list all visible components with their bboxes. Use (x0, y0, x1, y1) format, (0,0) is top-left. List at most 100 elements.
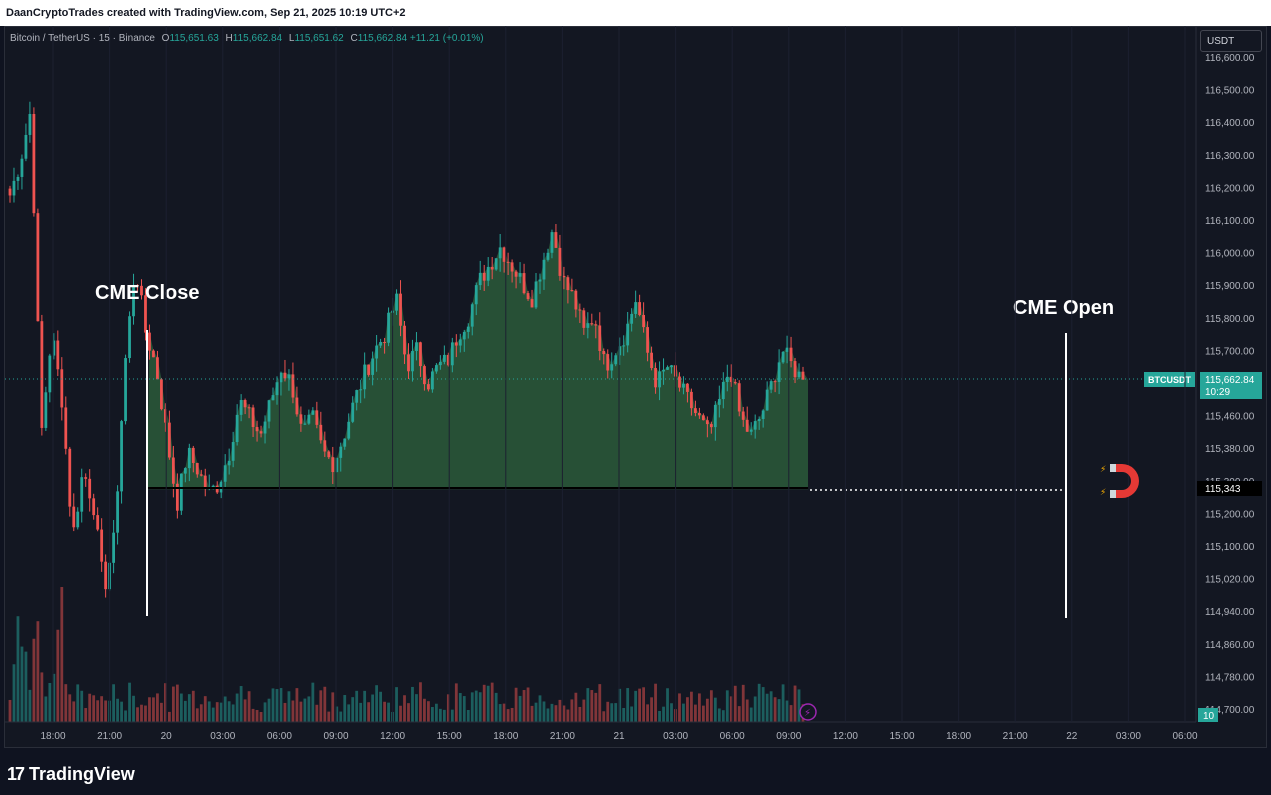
candle-body (586, 323, 590, 328)
volume-bar (542, 701, 546, 722)
candle-body (80, 477, 84, 512)
candle-body (116, 491, 119, 533)
price-tick-label: 116,500.00 (1205, 86, 1255, 97)
lightning-icon[interactable]: ⚡ (799, 703, 817, 721)
candle-body (765, 389, 769, 411)
candle-body (602, 350, 606, 355)
time-tick-label: 18:00 (946, 731, 971, 742)
candle-body (315, 410, 319, 425)
candle-body (211, 485, 215, 488)
volume-bar (112, 684, 115, 722)
svg-text:⚡: ⚡ (1100, 488, 1106, 498)
volume-bar (558, 699, 562, 722)
volume-bar (28, 689, 32, 722)
volume-bar (733, 685, 737, 722)
symbol-price-tag: BTCUSDT 115,662.84 10:29 (1144, 372, 1262, 399)
candle-body (534, 281, 538, 308)
candle-body (662, 369, 665, 372)
volume-bar (76, 684, 80, 722)
volume-bar (375, 685, 379, 722)
volume-bar (160, 702, 163, 722)
candle-body (530, 299, 534, 308)
volume-bar (207, 701, 211, 722)
volume-bar (694, 704, 697, 722)
volume-bar (40, 672, 44, 722)
volume-bar (614, 703, 618, 722)
volume-bar (164, 683, 167, 722)
candle-body (148, 332, 151, 351)
last-price-text: 115,662.84 (1205, 375, 1255, 386)
tradingview-mark-icon: 17 (7, 763, 25, 784)
volume-bar (351, 697, 355, 722)
candle-body (299, 414, 303, 424)
tradingview-logo[interactable]: 17 TradingView (7, 764, 135, 784)
candle-body (359, 389, 363, 391)
candle-body (737, 383, 741, 412)
candle-body (407, 354, 410, 372)
candle-body (92, 498, 96, 516)
candle-body (223, 465, 227, 482)
low-label: L (288, 33, 295, 44)
volume-bar (757, 683, 761, 722)
candle-body (387, 312, 390, 343)
volume-bar (120, 701, 123, 722)
candle-body (187, 447, 191, 469)
volume-bar (761, 687, 765, 722)
volume-bar (167, 711, 171, 722)
time-tick-label: 15:00 (437, 731, 462, 742)
candle-body (698, 413, 701, 416)
volume-bar (20, 646, 24, 722)
volume-bar (144, 705, 147, 722)
candle-body (367, 364, 371, 375)
candle-body (375, 345, 379, 359)
volume-bar (132, 695, 135, 722)
volume-bar (470, 692, 474, 722)
candle-body (801, 371, 805, 380)
volume-bar (690, 691, 693, 722)
cme-open-label: CME Open (1013, 297, 1114, 319)
volume-bar (446, 694, 450, 722)
candle-body (705, 420, 709, 425)
time-tick-label: 06:00 (1172, 731, 1197, 742)
volume-bar (562, 705, 566, 722)
time-tick-label: 09:00 (776, 731, 801, 742)
volume-bar (781, 684, 785, 722)
volume-bar (797, 689, 801, 722)
currency-button[interactable]: USDT (1200, 30, 1262, 52)
price-tick-label: 115,800.00 (1205, 314, 1255, 325)
candle-body (371, 358, 375, 375)
time-tick-label: 15:00 (889, 731, 914, 742)
candle-body (490, 266, 494, 270)
candle-body (634, 302, 638, 314)
volume-bar (793, 685, 797, 722)
volume-bar (534, 702, 538, 722)
time-tick-label: 03:00 (663, 731, 688, 742)
volume-bar (717, 708, 721, 722)
volume-bar (698, 693, 701, 722)
price-tick-label: 114,860.00 (1205, 640, 1255, 651)
volume-bar (287, 691, 291, 722)
candle-body (88, 478, 92, 499)
candle-body (666, 367, 669, 370)
volume-bar (363, 690, 367, 722)
volume-bar (522, 690, 526, 722)
volume-tag: 10 (1198, 708, 1218, 722)
volume-bar (8, 699, 12, 722)
candle-body (331, 457, 335, 473)
volume-bar (419, 682, 422, 722)
candle-body (120, 421, 123, 492)
symbol-label: Bitcoin / TetherUS · 15 · Binance (10, 33, 155, 44)
candle-body (717, 399, 721, 405)
countdown-text: 10:29 (1205, 387, 1230, 398)
price-tick-label: 115,700.00 (1205, 346, 1255, 357)
candle-body (590, 323, 594, 325)
volume-bar (16, 616, 20, 722)
chart-canvas[interactable]: CME Close CME Open 116,600.00 116,500.00 1… (0, 0, 1271, 752)
volume-bar (36, 621, 40, 722)
volume-bar (434, 703, 438, 722)
volume-bar (411, 686, 414, 722)
volume-bar (68, 694, 72, 722)
candle-body (434, 365, 438, 372)
candle-body (395, 293, 398, 311)
candle-body (646, 327, 649, 353)
